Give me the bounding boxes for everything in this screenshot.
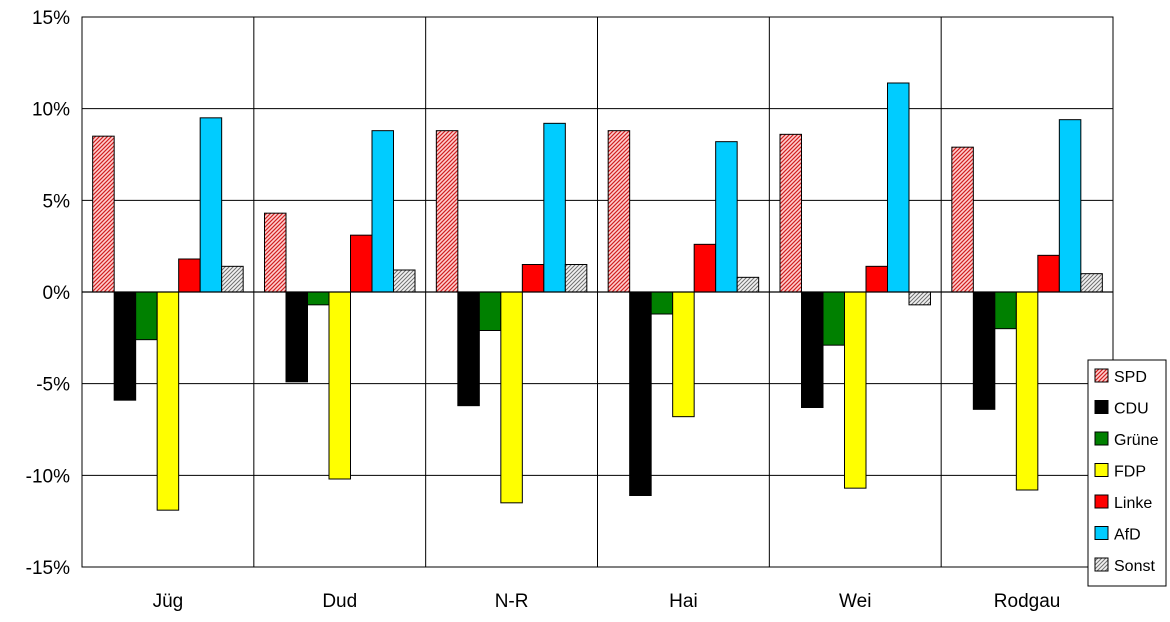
legend-swatch-sonst <box>1094 557 1109 572</box>
bar-fdp-5 <box>1015 291 1039 491</box>
bar-linke-1 <box>350 234 373 293</box>
bar-grüne-3 <box>650 291 674 315</box>
x-tick-labels: Jüg Dud N-R Hai Wei Rodgau <box>153 591 1061 612</box>
legend-swatch-spd <box>1094 368 1109 383</box>
legend-swatch-linke <box>1094 494 1109 509</box>
legend-label: AfD <box>1114 527 1141 544</box>
bar-spd-0 <box>92 135 115 293</box>
bar-spd-5 <box>951 146 974 293</box>
bar-sonst-4 <box>908 291 931 306</box>
bar-fdp-2 <box>500 291 523 504</box>
x-tick-label: Jüg <box>153 591 184 612</box>
y-tick-labels: 15% 10% 5% 0% -5% -10% -15% <box>26 8 70 579</box>
bar-linke-2 <box>521 264 545 293</box>
legend-label: Sonst <box>1114 558 1155 575</box>
axis-layer <box>81 16 1114 568</box>
bar-sonst-1 <box>393 269 416 293</box>
bar-cdu-5 <box>972 291 996 410</box>
legend-label: CDU <box>1114 401 1149 418</box>
bar-sonst-0 <box>221 265 244 293</box>
bar-cdu-0 <box>113 291 137 401</box>
bar-fdp-0 <box>156 291 180 511</box>
bar-linke-3 <box>693 243 717 293</box>
bar-afd-3 <box>715 141 738 293</box>
bar-spd-2 <box>435 130 459 293</box>
x-tick-label: N-R <box>495 591 529 612</box>
bar-cdu-3 <box>629 291 652 496</box>
legend-label: SPD <box>1114 369 1147 386</box>
bar-grüne-0 <box>135 291 158 341</box>
bar-fdp-4 <box>844 291 867 489</box>
legend-label: Grüne <box>1114 432 1159 449</box>
bar-spd-1 <box>264 212 287 293</box>
bar-spd-3 <box>607 130 631 293</box>
bar-linke-4 <box>865 265 888 293</box>
y-tick-label: -10% <box>26 466 70 487</box>
x-tick-label: Dud <box>322 591 357 612</box>
legend-swatch-afd <box>1094 526 1109 540</box>
bar-grüne-1 <box>307 291 330 306</box>
bar-sonst-5 <box>1080 273 1103 293</box>
y-tick-label: -5% <box>36 375 70 396</box>
bar-sonst-3 <box>736 276 760 293</box>
bar-cdu-2 <box>457 291 480 407</box>
x-tick-label: Wei <box>839 591 871 612</box>
legend-label: FDP <box>1114 464 1146 481</box>
bar-afd-5 <box>1058 119 1082 293</box>
bar-afd-4 <box>887 82 910 293</box>
y-tick-label: 15% <box>32 8 70 29</box>
y-tick-label: 0% <box>43 283 71 304</box>
legend-swatch-fdp <box>1094 463 1109 477</box>
bar-afd-2 <box>543 122 566 293</box>
bar-linke-5 <box>1037 254 1060 293</box>
bar-cdu-4 <box>801 291 824 408</box>
legend-label: Linke <box>1114 495 1152 512</box>
bar-spd-4 <box>779 133 802 293</box>
bar-grüne-4 <box>822 291 845 346</box>
bar-sonst-2 <box>564 264 588 293</box>
x-tick-label: Rodgau <box>994 591 1061 612</box>
legend: SPD CDU Grüne FDP Linke AfD Sonst <box>1087 359 1167 587</box>
bar-linke-0 <box>178 258 201 293</box>
bar-afd-1 <box>371 130 394 293</box>
y-tick-label: 5% <box>43 191 71 212</box>
legend-swatch-cdu <box>1094 400 1109 414</box>
bar-fdp-3 <box>672 291 695 418</box>
bars-layer <box>92 82 1103 511</box>
bar-cdu-1 <box>285 291 308 383</box>
y-tick-label: -15% <box>26 558 70 579</box>
x-tick-label: Hai <box>669 591 698 612</box>
bar-grüne-2 <box>478 291 502 331</box>
bar-afd-0 <box>199 117 223 293</box>
bar-grüne-5 <box>994 291 1017 330</box>
bar-fdp-1 <box>328 291 351 480</box>
legend-swatch-grüne <box>1094 431 1109 446</box>
y-tick-label: 10% <box>32 100 70 121</box>
